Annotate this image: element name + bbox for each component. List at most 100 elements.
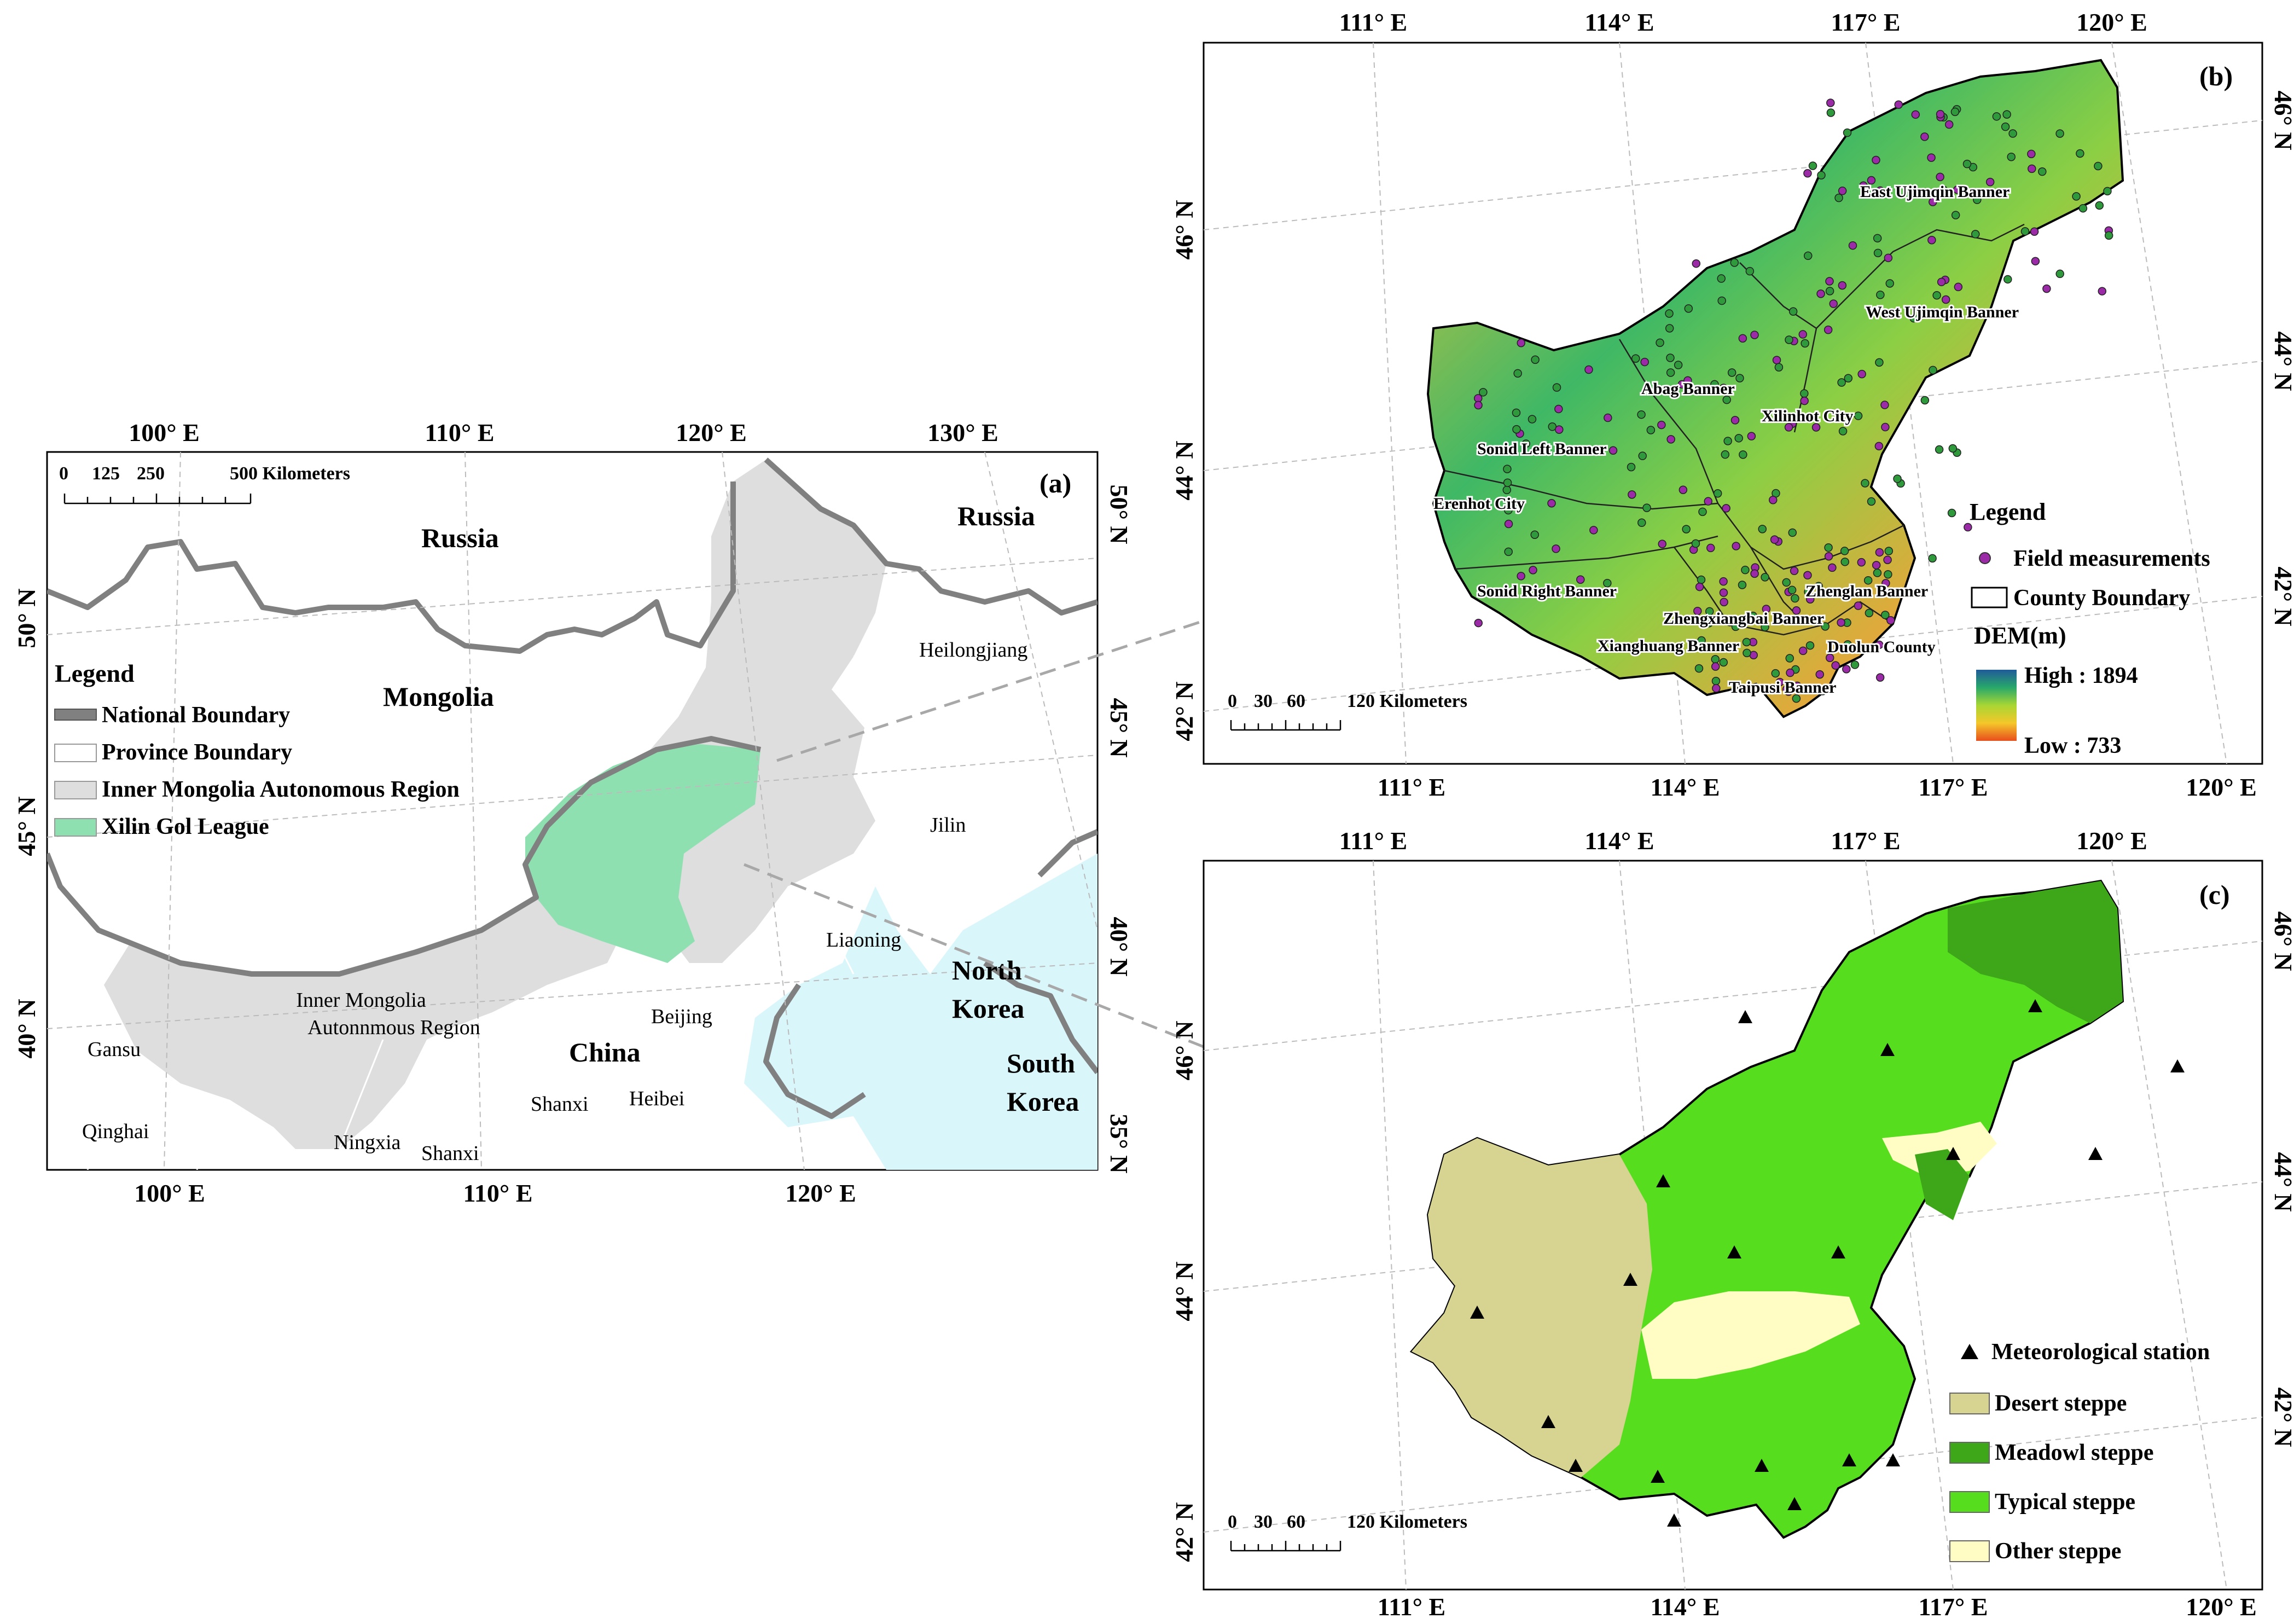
- a-scale-label: 250: [137, 463, 165, 484]
- field-point: [1697, 636, 1706, 645]
- field-point: [1504, 519, 1513, 529]
- field-point: [1502, 485, 1512, 495]
- field-point: [1785, 654, 1794, 663]
- field-point: [1642, 503, 1651, 512]
- c-right-tick: 46° N: [2269, 911, 2294, 971]
- meteorological-station-marker: [1842, 1453, 1856, 1466]
- county-label: Zhengxiangbai Banner: [1663, 610, 1824, 628]
- field-point: [1547, 499, 1556, 508]
- c-top-tick: 117° E: [1831, 827, 1900, 855]
- field-point: [1512, 425, 1521, 434]
- field-point: [1842, 665, 1851, 674]
- field-point: [1521, 439, 1530, 448]
- meteorological-station-marker: [1656, 1174, 1670, 1187]
- sea-area: [744, 854, 1097, 1170]
- a-scale-label: 0: [59, 463, 68, 484]
- field-point: [1793, 681, 1802, 691]
- field-point: [1713, 489, 1722, 498]
- field-point: [2028, 164, 2036, 173]
- other-steppe-area: [1641, 1291, 1860, 1379]
- place-label: Beijing: [651, 1005, 712, 1028]
- field-point: [1840, 558, 1849, 566]
- field-point: [1875, 186, 1885, 195]
- meteorological-station-marker: [1831, 1245, 1845, 1258]
- b-right-tick: 42° N: [2269, 566, 2294, 626]
- county-label: West Ujimqin Banner: [1866, 303, 2019, 321]
- a-scale-label: 500 Kilometers: [230, 463, 350, 484]
- panel-c: 111° E 114° E 117° E 120° E 111° E 114° …: [1170, 827, 2294, 1621]
- field-point: [1824, 552, 1833, 561]
- field-point: [1826, 98, 1835, 107]
- place-label: Jilin: [930, 814, 966, 837]
- field-point: [1844, 374, 1853, 383]
- b-right-tick: 46° N: [2269, 90, 2294, 150]
- field-point: [1695, 582, 1704, 591]
- field-point: [1884, 253, 1893, 263]
- field-point: [1711, 676, 1721, 686]
- field-point: [1530, 530, 1539, 539]
- b-legend-high: High : 1894: [2024, 663, 2138, 688]
- field-point: [1872, 155, 1880, 165]
- field-point: [1950, 107, 1960, 117]
- field-point: [1850, 660, 1860, 669]
- a-legend-item: National Boundary: [102, 703, 290, 728]
- a-left-tick: 40° N: [13, 999, 40, 1058]
- field-point: [1646, 426, 1656, 434]
- country-label: Mongolia: [383, 681, 494, 712]
- field-point: [1954, 282, 1963, 292]
- field-point: [1815, 670, 1825, 679]
- field-point: [1529, 566, 1537, 575]
- place-label: Shanxi: [421, 1142, 479, 1165]
- b-bottom-tick: 120° E: [2186, 773, 2257, 801]
- field-point: [1711, 655, 1720, 664]
- field-point: [1927, 153, 1936, 162]
- field-point: [1825, 287, 1834, 295]
- field-point: [1628, 490, 1636, 499]
- field-point: [1693, 606, 1702, 616]
- county-label: East Ujimqin Banner: [1860, 183, 2010, 201]
- field-point: [1838, 427, 1848, 436]
- field-point: [1722, 395, 1731, 404]
- field-point: [1884, 547, 1894, 555]
- panel-a: 100° E 110° E 120° E 130° E 100° E 110° …: [13, 419, 1133, 1207]
- field-point: [1861, 479, 1869, 488]
- province-boundaries: [86, 645, 1040, 1170]
- field-point: [1829, 299, 1838, 308]
- field-point: [1936, 172, 1944, 182]
- field-point: [1656, 338, 1664, 347]
- b-left-tick: 44° N: [1170, 440, 1198, 500]
- field-point: [1775, 677, 1784, 687]
- national-boundary: [47, 457, 1097, 1119]
- c-bottom-tick: 117° E: [1918, 1593, 1988, 1621]
- field-point: [1909, 314, 1918, 323]
- meteorological-station-marker: [2028, 999, 2042, 1012]
- field-point: [1971, 230, 1980, 239]
- a-legend-item: Province Boundary: [102, 740, 292, 765]
- field-point: [1838, 281, 1847, 290]
- graticule-a: [47, 452, 1097, 1170]
- field-point: [1854, 411, 1863, 420]
- field-point: [1684, 304, 1693, 313]
- desert-steppe-area: [1412, 1138, 1652, 1477]
- field-point: [1666, 353, 1675, 362]
- field-point: [1666, 368, 1675, 377]
- field-point: [1881, 611, 1890, 619]
- field-point: [1722, 504, 1730, 513]
- meteorological-station-marker: [1470, 1306, 1484, 1319]
- tag-a: (a): [1039, 468, 1071, 498]
- field-point: [1951, 211, 1960, 219]
- field-point: [1762, 605, 1771, 613]
- other-steppe-area: [1882, 1122, 1997, 1176]
- place-label: Ningxia: [334, 1131, 401, 1154]
- c-right-tick: 44° N: [2269, 1152, 2294, 1211]
- field-point: [1825, 653, 1834, 663]
- c-legend-item: Meteorological station: [1991, 1339, 2210, 1365]
- field-point: [1679, 485, 1688, 494]
- field-point: [1885, 279, 1895, 288]
- field-point: [1790, 566, 1799, 576]
- field-point: [1893, 474, 1902, 483]
- c-scale-label: 30: [1254, 1512, 1273, 1532]
- field-point: [1712, 684, 1721, 693]
- field-point: [1935, 445, 1944, 454]
- field-point: [1944, 120, 1954, 129]
